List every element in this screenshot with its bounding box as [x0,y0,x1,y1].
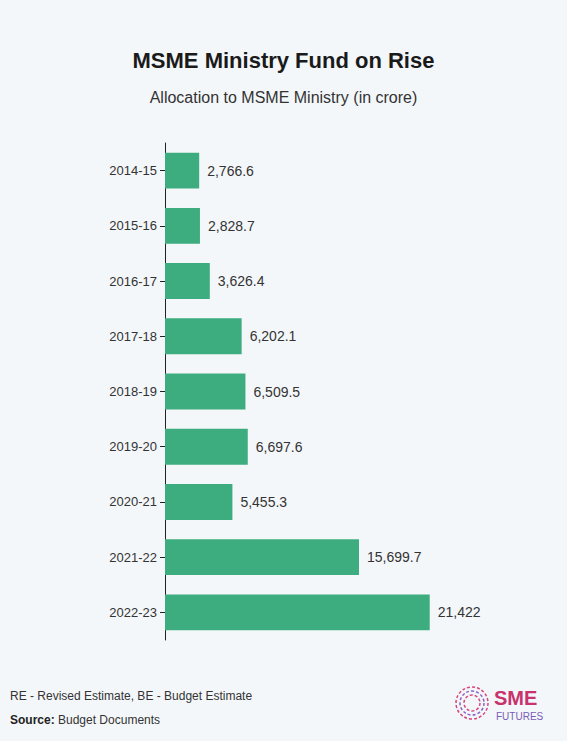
svg-text:2017-18: 2017-18 [109,329,157,344]
svg-text:5,455.3: 5,455.3 [240,494,287,510]
svg-text:2018-19: 2018-19 [109,384,157,399]
svg-text:2,766.6: 2,766.6 [207,163,254,179]
svg-text:6,202.1: 6,202.1 [250,328,297,344]
svg-text:Allocation to MSME Ministry (i: Allocation to MSME Ministry (in crore) [150,89,418,106]
svg-text:15,699.7: 15,699.7 [367,549,422,565]
svg-text:SME: SME [494,687,537,709]
svg-text:RE - Revised Estimate, BE - Bu: RE - Revised Estimate, BE - Budget Estim… [10,689,252,703]
svg-text:21,422: 21,422 [438,604,481,620]
svg-text:2021-22: 2021-22 [109,550,157,565]
svg-text:2019-20: 2019-20 [109,439,157,454]
svg-text:2,828.7: 2,828.7 [208,218,255,234]
svg-text:6,509.5: 6,509.5 [253,384,300,400]
svg-text:2015-16: 2015-16 [109,218,157,233]
svg-text:FUTURES: FUTURES [496,711,544,722]
svg-text:2016-17: 2016-17 [109,274,157,289]
svg-text:3,626.4: 3,626.4 [218,273,265,289]
svg-text:6,697.6: 6,697.6 [256,439,303,455]
svg-text:2022-23: 2022-23 [109,605,157,620]
svg-text:Source:: Source: [10,713,55,727]
svg-text:MSME Ministry Fund on Rise: MSME Ministry Fund on Rise [133,48,435,73]
svg-text:Budget Documents: Budget Documents [55,713,160,727]
svg-text:2020-21: 2020-21 [109,494,157,509]
svg-text:2014-15: 2014-15 [109,163,157,178]
